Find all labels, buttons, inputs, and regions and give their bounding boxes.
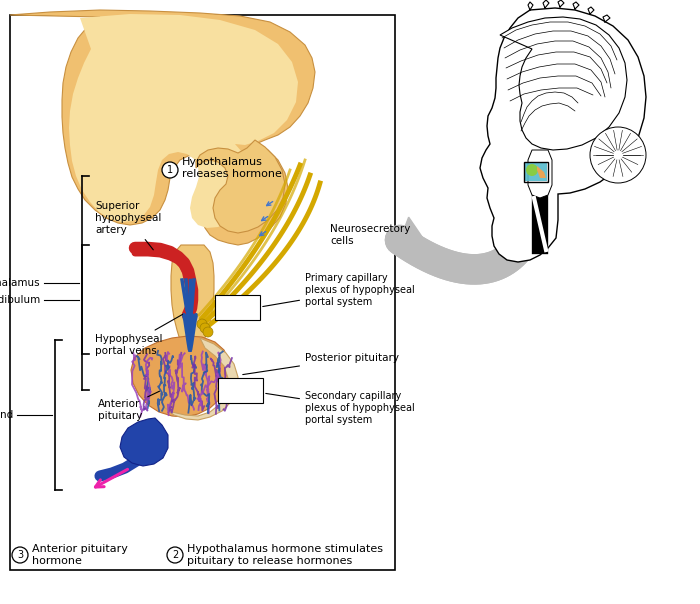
Text: Anterior pituitary
hormone: Anterior pituitary hormone (32, 544, 128, 566)
Text: Posterior pituitary: Posterior pituitary (243, 353, 399, 374)
Text: 2: 2 (172, 550, 178, 560)
Bar (215, 295, 260, 320)
Polygon shape (528, 150, 552, 198)
Text: 3: 3 (17, 550, 23, 560)
Polygon shape (165, 338, 238, 420)
Polygon shape (500, 17, 627, 150)
Polygon shape (120, 418, 168, 466)
Circle shape (590, 127, 646, 183)
Circle shape (162, 162, 178, 178)
Text: Hypothalamus hormone stimulates
pituitary to release hormones: Hypothalamus hormone stimulates pituitar… (187, 544, 383, 566)
Text: Primary capillary
plexus of hypophyseal
portal system: Primary capillary plexus of hypophyseal … (262, 274, 414, 307)
Bar (525, 163, 547, 181)
Text: Superior
hypophyseal
artery: Superior hypophyseal artery (95, 201, 162, 250)
Text: Hypophyseal
portal veins: Hypophyseal portal veins (95, 314, 183, 356)
Text: Infundibulum: Infundibulum (0, 295, 40, 305)
Text: Hypothalamus: Hypothalamus (0, 278, 40, 288)
Polygon shape (537, 166, 546, 178)
Polygon shape (131, 336, 230, 417)
Polygon shape (69, 14, 298, 228)
Text: Anterior
pituitary: Anterior pituitary (98, 391, 160, 421)
Text: Hypothalamus
releases hormone: Hypothalamus releases hormone (182, 157, 282, 179)
Circle shape (203, 327, 213, 337)
Polygon shape (400, 217, 424, 240)
Text: Neurosecretory
cells: Neurosecretory cells (330, 224, 410, 246)
Polygon shape (10, 10, 315, 245)
Text: 1: 1 (167, 165, 173, 175)
Circle shape (12, 547, 28, 563)
Circle shape (200, 323, 210, 333)
Bar (10, 15, 395, 570)
Polygon shape (196, 140, 285, 233)
Circle shape (526, 164, 538, 176)
Text: Secondary capillary
plexus of hypophyseal
portal system: Secondary capillary plexus of hypophysea… (266, 391, 414, 425)
Bar (218, 378, 263, 403)
Polygon shape (480, 8, 646, 262)
Circle shape (167, 547, 183, 563)
Circle shape (197, 319, 207, 329)
Polygon shape (171, 245, 214, 350)
Text: Pituitary gland: Pituitary gland (0, 410, 13, 420)
